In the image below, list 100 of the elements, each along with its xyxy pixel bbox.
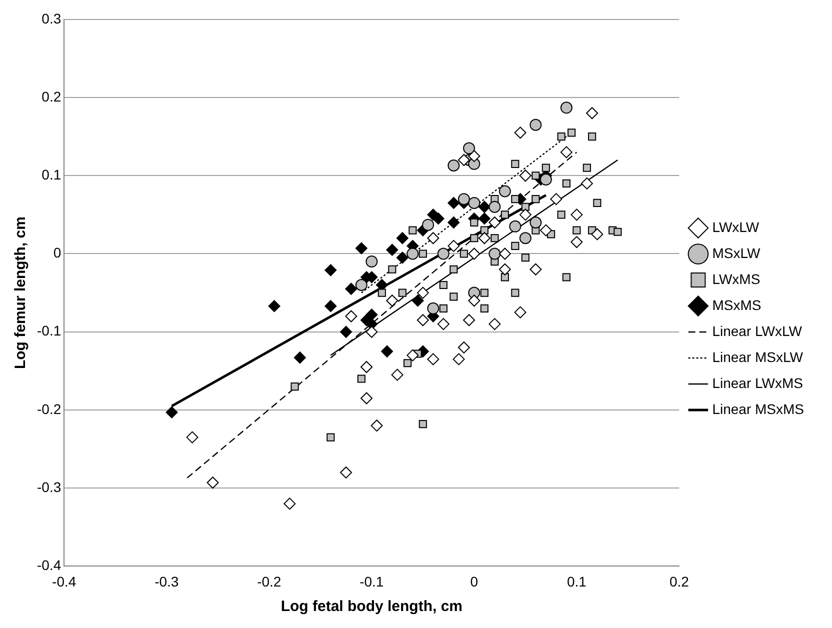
x-tick-label: -0.4: [52, 573, 76, 590]
point: [448, 240, 460, 252]
point: [432, 212, 444, 225]
point: [530, 263, 542, 276]
point: [478, 212, 490, 225]
x-tick-label: -0.1: [360, 573, 384, 590]
point: [468, 196, 480, 209]
legend-label: Linear LWxLW: [712, 322, 803, 339]
point: [386, 244, 398, 256]
point: [324, 300, 337, 312]
point: [540, 174, 552, 186]
legend-label: MSxMS: [712, 296, 762, 313]
point: [386, 294, 398, 307]
point: [463, 314, 476, 326]
point: [284, 498, 296, 510]
point: [560, 102, 572, 114]
point: [521, 202, 530, 211]
point: [406, 248, 419, 260]
point: [521, 254, 530, 262]
point: [460, 250, 468, 258]
point: [572, 226, 581, 234]
point: [416, 286, 429, 299]
point: [468, 248, 480, 260]
x-tick-label: 0: [470, 573, 478, 590]
point: [294, 352, 306, 364]
point: [488, 200, 501, 213]
point: [381, 345, 394, 358]
y-tick-label: 0.2: [42, 88, 62, 104]
point: [458, 193, 470, 206]
point: [412, 294, 424, 307]
y-tick-label: 0.3: [42, 10, 62, 26]
point: [570, 236, 583, 248]
point: [550, 193, 562, 206]
point: [396, 232, 408, 244]
point: [355, 278, 368, 291]
point: [562, 179, 570, 188]
point: [437, 318, 450, 330]
point: [580, 177, 593, 190]
point: [391, 368, 404, 381]
point: [418, 420, 427, 428]
point: [452, 353, 465, 366]
point: [418, 250, 427, 258]
y-tick-label: 0: [53, 244, 62, 261]
point: [360, 392, 373, 404]
point: [591, 228, 604, 240]
point: [324, 264, 337, 276]
point: [519, 232, 532, 244]
point: [406, 349, 419, 362]
x-tick-label: -0.3: [154, 573, 179, 590]
point: [488, 216, 501, 228]
point: [450, 292, 458, 301]
x-tick-label: 0.1: [566, 573, 587, 590]
point: [448, 196, 460, 209]
point: [448, 216, 460, 228]
point: [480, 288, 488, 297]
point: [470, 234, 478, 242]
point: [458, 154, 470, 166]
point: [166, 406, 178, 418]
point: [468, 294, 480, 307]
point: [582, 164, 591, 172]
point: [614, 228, 622, 236]
point: [450, 265, 458, 274]
point: [519, 170, 532, 182]
point: [498, 263, 511, 276]
x-tick-label: -0.2: [257, 573, 282, 590]
legend-label: LWxLW: [712, 218, 760, 235]
point: [586, 107, 598, 120]
point: [530, 118, 542, 131]
y-tick-label: -0.1: [37, 322, 62, 339]
point: [388, 265, 396, 274]
point: [340, 466, 352, 478]
point: [511, 195, 520, 204]
point: [416, 314, 429, 326]
y-axis-title: Log femur length, cm: [12, 216, 30, 370]
point: [488, 318, 501, 330]
legend-label: Linear MSxMS: [712, 400, 804, 417]
point: [378, 288, 386, 297]
point: [514, 126, 526, 139]
point: [568, 128, 576, 137]
point: [186, 431, 198, 444]
point: [427, 353, 440, 366]
point: [422, 218, 434, 231]
y-tick-label: -0.4: [37, 557, 62, 574]
point: [540, 224, 552, 236]
point: [398, 288, 406, 297]
point: [404, 359, 412, 368]
point: [268, 300, 280, 312]
point: [439, 304, 448, 312]
legend-label: Linear MSxLW: [712, 348, 804, 365]
point: [519, 208, 532, 221]
point: [509, 220, 522, 232]
point: [511, 160, 520, 168]
point: [206, 476, 219, 489]
point: [290, 382, 299, 391]
point: [366, 256, 378, 268]
point: [570, 208, 583, 221]
legend-label: LWxMS: [712, 270, 760, 287]
point: [500, 273, 509, 282]
point: [366, 326, 378, 338]
point: [588, 132, 596, 141]
